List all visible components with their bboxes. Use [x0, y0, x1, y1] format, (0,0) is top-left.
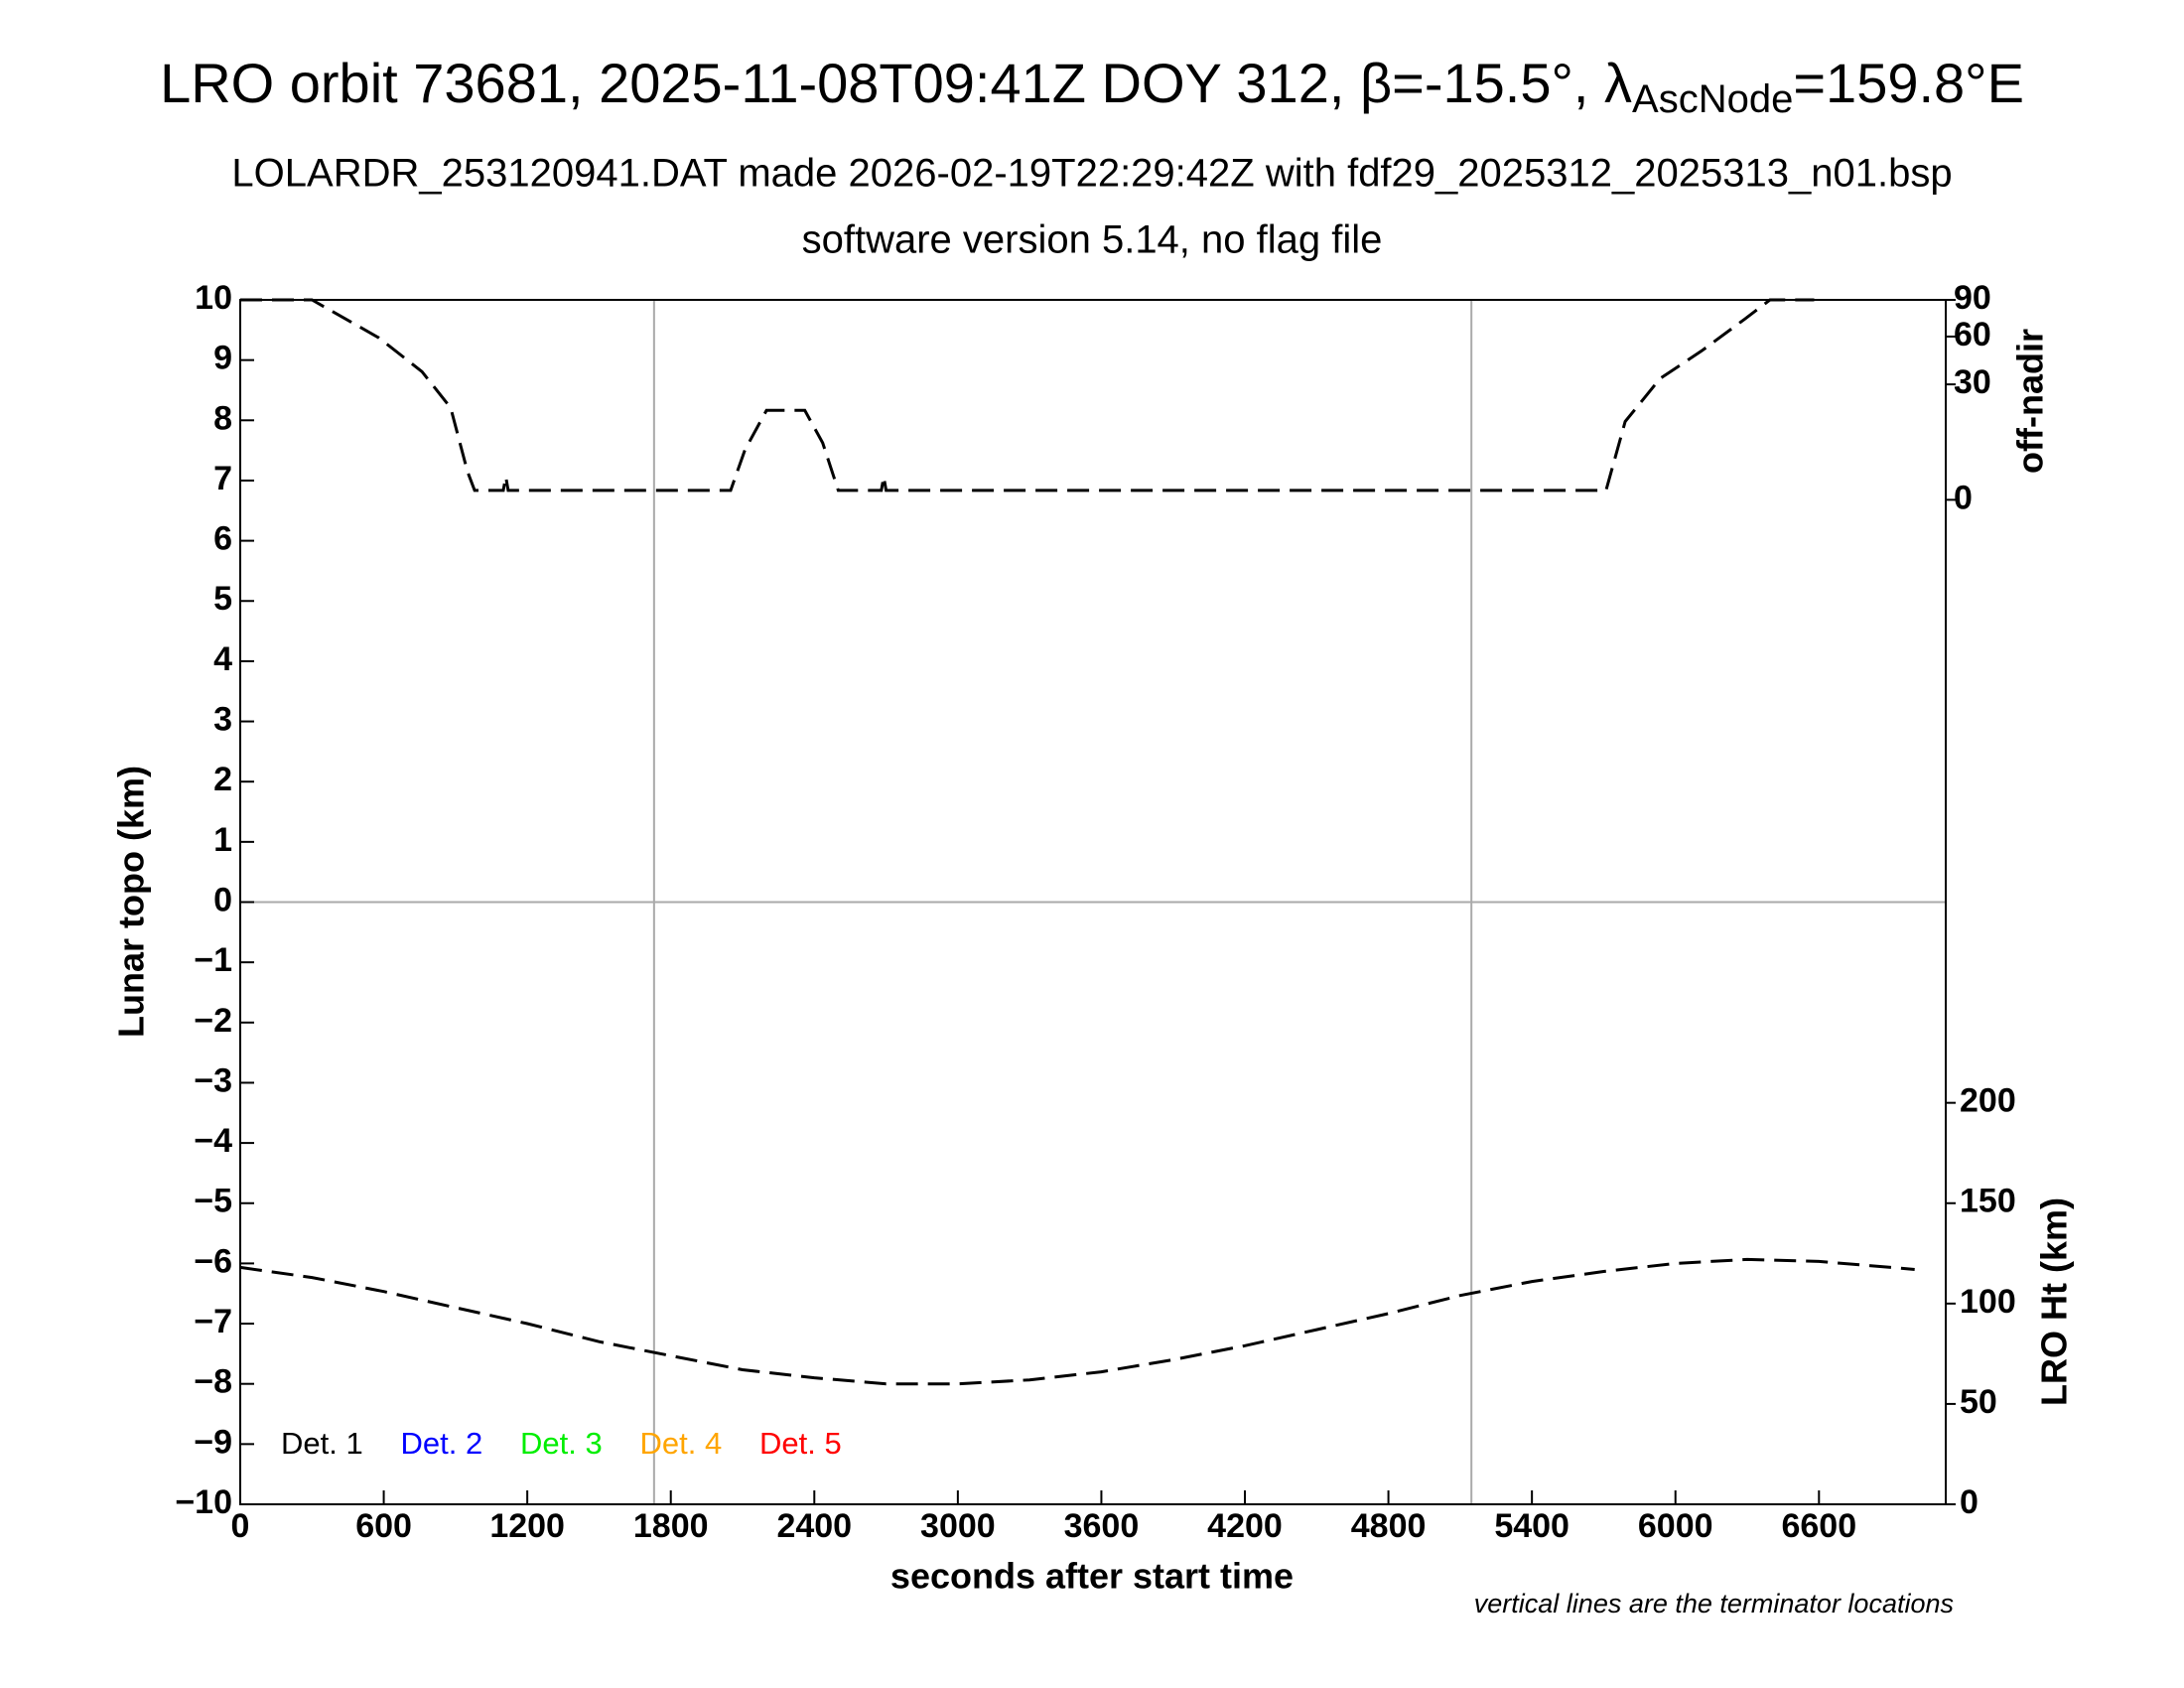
y-tick-label: −1	[194, 941, 232, 979]
chart-title: LRO orbit 73681, 2025-11-08T09:41Z DOY 3…	[160, 52, 2024, 121]
x-tick-label: 3000	[920, 1507, 996, 1545]
note: vertical lines are the terminator locati…	[1474, 1589, 1954, 1618]
y-tick-label: −9	[194, 1423, 232, 1461]
y-tick-label: −4	[194, 1122, 232, 1160]
x-tick-label: 2400	[776, 1507, 852, 1545]
series-line	[240, 298, 1815, 492]
y-tick-label: 10	[195, 279, 232, 317]
y3-tick-label: 150	[1960, 1183, 2016, 1220]
y2-axis-label: off-nadir	[2010, 329, 2051, 474]
x-tick-label: 600	[355, 1507, 412, 1545]
x-tick-label: 5400	[1494, 1507, 1570, 1545]
y3-tick-label: 200	[1960, 1082, 2016, 1120]
title-subscript: AscNode	[1632, 77, 1793, 121]
x-axis-label: seconds after start time	[890, 1556, 1294, 1597]
legend-entry: Det. 5	[759, 1426, 842, 1461]
legend-entry: Det. 1	[281, 1426, 363, 1461]
y-tick-label: 0	[213, 881, 232, 918]
x-tick-label: 1200	[489, 1507, 565, 1545]
y2-tick-label: 30	[1954, 363, 1991, 401]
y3-tick-label: 50	[1960, 1383, 1997, 1421]
y-tick-label: −3	[194, 1061, 232, 1099]
y2-tick-label: 60	[1954, 316, 1991, 353]
y-tick-label: −5	[194, 1183, 232, 1220]
y2-tick-label: 90	[1954, 279, 1991, 317]
legend-entry: Det. 4	[640, 1426, 723, 1461]
x-tick-label: 4200	[1207, 1507, 1283, 1545]
y-tick-label: 7	[213, 460, 232, 497]
y3-axis-label: LRO Ht (km)	[2034, 1197, 2075, 1406]
title-main: LRO orbit 73681, 2025-11-08T09:41Z DOY 3…	[160, 52, 1632, 114]
y3-tick-label: 0	[1960, 1483, 1979, 1521]
legend-entry: Det. 2	[401, 1426, 483, 1461]
x-tick-label: 4800	[1351, 1507, 1427, 1545]
y-tick-label: 5	[213, 580, 232, 618]
y-tick-label: −7	[194, 1303, 232, 1340]
y-tick-label: −2	[194, 1002, 232, 1040]
y3-tick-label: 100	[1960, 1283, 2016, 1321]
y-tick-label: 4	[213, 640, 232, 678]
y-tick-label: 2	[213, 761, 232, 798]
x-tick-label: 0	[231, 1507, 250, 1545]
x-tick-label: 1800	[633, 1507, 709, 1545]
legend-entry: Det. 3	[520, 1426, 603, 1461]
y-tick-label: 9	[213, 340, 232, 377]
x-tick-label: 6000	[1638, 1507, 1713, 1545]
y-tick-label: 1	[213, 821, 232, 859]
x-tick-label: 6600	[1781, 1507, 1856, 1545]
y-axis-label: Lunar topo (km)	[111, 766, 152, 1038]
y2-tick-label: 0	[1954, 479, 1973, 516]
y-tick-label: −8	[194, 1363, 232, 1401]
subtitle: software version 5.14, no flag file	[802, 218, 1383, 262]
series-line	[239, 1257, 1915, 1386]
x-tick-label: 3600	[1064, 1507, 1140, 1545]
subtitle: LOLARDR_253120941.DAT made 2026-02-19T22…	[231, 152, 1952, 196]
y-tick-label: −6	[194, 1242, 232, 1280]
title-end: =159.8°E	[1793, 52, 2024, 114]
y-tick-label: 8	[213, 399, 232, 437]
y-tick-label: 3	[213, 701, 232, 739]
y-tick-label: −10	[175, 1483, 232, 1521]
y-tick-label: 6	[213, 520, 232, 558]
